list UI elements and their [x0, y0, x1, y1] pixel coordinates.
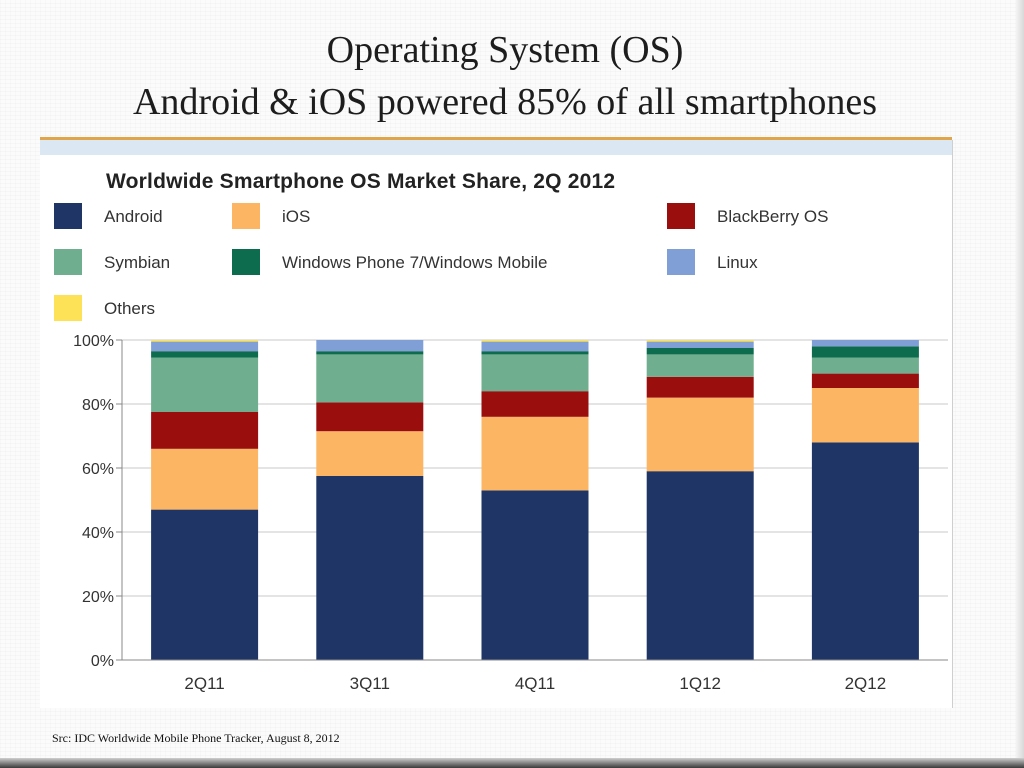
legend-swatch-symbian: [54, 249, 82, 275]
source-note: Src: IDC Worldwide Mobile Phone Tracker,…: [52, 731, 340, 745]
y-tick-label: 100%: [73, 333, 114, 350]
bar-segment-others-1q12: [646, 340, 754, 342]
legend-label-ios: iOS: [282, 207, 311, 226]
bar-segment-ios-3q11: [316, 431, 424, 476]
bar-segment-android-2q11: [151, 509, 259, 660]
bar-segment-symbian-3q11: [316, 354, 424, 403]
bar-segment-blackberry-os-3q11: [316, 402, 424, 432]
legend-label-symbian: Symbian: [104, 253, 171, 272]
x-tick-label: 4Q11: [515, 674, 555, 693]
bar-segment-windows-phone-7-windows-mobile-2q11: [151, 351, 259, 358]
bar-segment-ios-1q12: [646, 397, 754, 472]
slide-title-line1: Operating System (OS): [326, 29, 684, 71]
bar-segment-symbian-2q12: [811, 357, 919, 374]
bars: [151, 340, 919, 660]
legend-swatch-blackberry: [667, 203, 695, 229]
legend-label-others: Others: [104, 299, 156, 318]
legend-swatch-windows: [232, 249, 260, 275]
bar-segment-linux-2q11: [151, 341, 259, 352]
bar-segment-symbian-4q11: [481, 354, 589, 392]
bar-segment-others-2q11: [151, 340, 259, 342]
x-tick-label: 2Q12: [845, 674, 887, 693]
bar-segment-windows-phone-7-windows-mobile-1q12: [646, 348, 754, 355]
bar-segment-linux-4q11: [481, 341, 589, 352]
bar-segment-android-2q12: [811, 442, 919, 660]
bar-segment-others-4q11: [481, 340, 589, 342]
bar-segment-windows-phone-7-windows-mobile-3q11: [316, 351, 424, 355]
chart-title: Worldwide Smartphone OS Market Share, 2Q…: [106, 170, 616, 193]
slide-right-edge: [1016, 0, 1024, 768]
chart-panel-header-strip: [40, 140, 952, 155]
x-tick-label: 2Q11: [184, 674, 224, 693]
y-tick-label: 20%: [82, 589, 114, 606]
bar-segment-linux-1q12: [646, 341, 754, 348]
slide-title-line2: Android & iOS powered 85% of all smartph…: [132, 81, 878, 123]
bar-segment-windows-phone-7-windows-mobile-4q11: [481, 351, 589, 355]
bar-segment-ios-4q11: [481, 416, 589, 491]
x-tick-label: 3Q11: [350, 674, 390, 693]
bar-segment-blackberry-os-1q12: [646, 376, 754, 398]
legend-swatch-ios: [232, 203, 260, 229]
y-tick-label: 0%: [91, 653, 114, 670]
bar-segment-android-4q11: [481, 490, 589, 660]
bar-segment-android-1q12: [646, 471, 754, 660]
bar-segment-linux-3q11: [316, 340, 424, 352]
bar-segment-linux-2q12: [811, 340, 919, 347]
bar-segment-blackberry-os-2q12: [811, 373, 919, 388]
legend-swatch-linux: [667, 249, 695, 275]
legend-swatch-others: [54, 295, 82, 321]
legend-label-android: Android: [104, 207, 163, 226]
legend-label-windows: Windows Phone 7/Windows Mobile: [282, 253, 548, 272]
legend-label-linux: Linux: [717, 253, 758, 272]
bar-segment-symbian-1q12: [646, 354, 754, 377]
y-tick-label: 60%: [82, 461, 114, 478]
bar-segment-ios-2q12: [811, 388, 919, 443]
x-tick-label: 1Q12: [679, 674, 721, 693]
bar-segment-blackberry-os-4q11: [481, 391, 589, 417]
bar-segment-blackberry-os-2q11: [151, 412, 259, 449]
slide-bottom-edge: [0, 758, 1024, 768]
legend-label-blackberry: BlackBerry OS: [717, 207, 829, 226]
y-tick-label: 80%: [82, 397, 114, 414]
bar-segment-ios-2q11: [151, 448, 259, 510]
axes: 0% 20% 40% 60% 80% 100% 2Q11 3Q11 4Q11 1Q12 2Q12: [73, 333, 948, 693]
bar-segment-windows-phone-7-windows-mobile-2q12: [811, 346, 919, 358]
bar-segment-symbian-2q11: [151, 357, 259, 412]
legend-swatch-android: [54, 203, 82, 229]
title-divider: [40, 137, 952, 140]
bar-segment-android-3q11: [316, 476, 424, 660]
y-tick-label: 40%: [82, 525, 114, 542]
